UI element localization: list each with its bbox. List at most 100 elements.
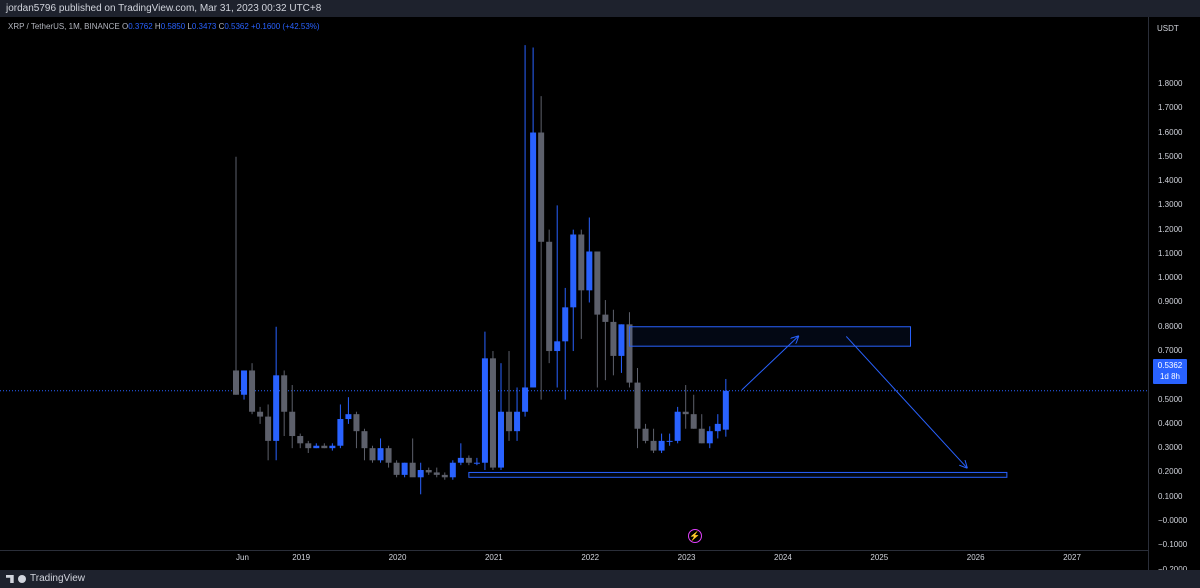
candle-body — [714, 423, 721, 432]
candle-body — [369, 448, 376, 461]
candle-body — [674, 411, 681, 441]
candle-2019-04 — [321, 443, 328, 449]
candle-2022-07 — [634, 368, 641, 449]
ohlc-legend: XRP / TetherUS, 1M, BINANCE O0.3762 H0.5… — [8, 22, 320, 31]
candle-body — [514, 411, 521, 432]
candle-2022-02 — [594, 251, 601, 388]
candle-body — [602, 314, 609, 322]
candle-body — [361, 431, 368, 449]
price-tick: 1.1000 — [1158, 248, 1183, 258]
candle-body — [457, 457, 464, 463]
candle-2019-12 — [385, 445, 392, 468]
price-tick: 1.5000 — [1158, 151, 1183, 161]
candle-2019-02 — [305, 440, 312, 454]
candle-body — [425, 470, 432, 473]
tradingview-logo-dot — [18, 575, 26, 583]
support-zone[interactable] — [468, 471, 1008, 478]
candle-body — [377, 448, 384, 461]
candle-body — [698, 428, 705, 444]
price-unit: USDT — [1157, 24, 1179, 33]
candle-body — [666, 440, 673, 442]
candle-2022-05 — [618, 324, 625, 373]
candle-body — [385, 448, 392, 463]
candle-body — [281, 375, 288, 412]
symbol-label: XRP / TetherUS, 1M, BINANCE — [8, 22, 120, 31]
candle-body — [441, 474, 448, 478]
candle-body — [634, 382, 641, 429]
candle-body — [706, 431, 713, 444]
current-price-badge: 0.5362 1d 8h — [1153, 359, 1187, 384]
candle-2022-11 — [666, 433, 673, 446]
candle-2018-08 — [257, 406, 264, 424]
candle-2023-04 — [706, 426, 713, 449]
candle-body — [249, 370, 256, 412]
candle-body — [722, 390, 729, 430]
candle-body — [473, 462, 480, 464]
candle-2023-03 — [698, 414, 705, 444]
candle-2018-06 — [241, 370, 248, 400]
candle-2018-05 — [233, 156, 239, 395]
down-arrow[interactable] — [845, 336, 966, 467]
candle-2018-09 — [265, 404, 272, 461]
candle-body — [233, 370, 239, 395]
candle-body — [273, 375, 280, 441]
candle-body — [554, 341, 561, 352]
tradingview-logo[interactable]: TradingView — [6, 570, 85, 588]
candle-body — [265, 416, 272, 441]
candlestick-chart[interactable] — [0, 17, 1148, 550]
candle-2021-12 — [578, 229, 585, 339]
candle-body — [530, 132, 537, 388]
candle-2020-11 — [473, 457, 480, 466]
candle-body — [506, 411, 513, 432]
candle-2019-11 — [377, 438, 384, 463]
candle-2021-09 — [554, 205, 561, 388]
candle-2020-01 — [393, 460, 400, 478]
candle-body — [433, 472, 440, 475]
lightning-icon[interactable]: ⚡ — [688, 529, 702, 543]
candle-body — [658, 440, 665, 451]
candle-2019-01 — [297, 433, 304, 449]
candle-body — [345, 414, 352, 420]
candle-body — [690, 414, 697, 429]
candle-body — [353, 414, 360, 432]
candle-2020-02 — [401, 462, 408, 478]
candle-body — [481, 358, 488, 463]
candle-body — [321, 445, 328, 449]
candle-body — [449, 462, 456, 478]
candle-body — [465, 457, 472, 463]
candle-2023-01 — [682, 385, 689, 429]
time-tick: 2019 — [292, 553, 311, 562]
resistance-zone[interactable] — [628, 326, 912, 347]
candle-2021-11 — [570, 229, 577, 352]
candle-body — [610, 321, 617, 356]
candle-2022-03 — [602, 300, 609, 381]
change-value: +0.1600 (+42.53%) — [251, 22, 320, 31]
up-arrow[interactable] — [741, 336, 798, 391]
low-value: 0.3473 — [191, 22, 217, 31]
candle-body — [401, 462, 408, 475]
close-label: C — [218, 22, 225, 31]
candle-2020-12 — [481, 331, 488, 471]
price-tick: 0.1000 — [1158, 491, 1183, 501]
candle-body — [522, 387, 529, 412]
low-label: L — [187, 22, 192, 31]
high-value: 0.5850 — [160, 22, 186, 31]
time-tick: Jun — [236, 553, 249, 562]
candle-body — [257, 411, 264, 417]
candle-body — [586, 251, 593, 291]
price-tick: −0.2000 — [1158, 565, 1187, 574]
candle-2021-07 — [538, 96, 545, 400]
chart-area[interactable]: XRP / TetherUS, 1M, BINANCE O0.3762 H0.5… — [0, 17, 1200, 574]
candle-2023-02 — [690, 394, 697, 429]
price-tick: 1.4000 — [1158, 176, 1183, 186]
candle-body — [594, 251, 601, 315]
candle-2019-09 — [361, 428, 368, 461]
candle-2020-04 — [417, 462, 424, 495]
price-tick: 1.3000 — [1158, 200, 1183, 210]
price-tick: 0.9000 — [1158, 297, 1183, 307]
close-value: 0.5362 — [224, 22, 249, 31]
candle-2021-04 — [514, 387, 521, 441]
candle-body — [297, 436, 304, 444]
candle-2021-08 — [546, 229, 553, 364]
price-tick: 1.8000 — [1158, 78, 1183, 88]
